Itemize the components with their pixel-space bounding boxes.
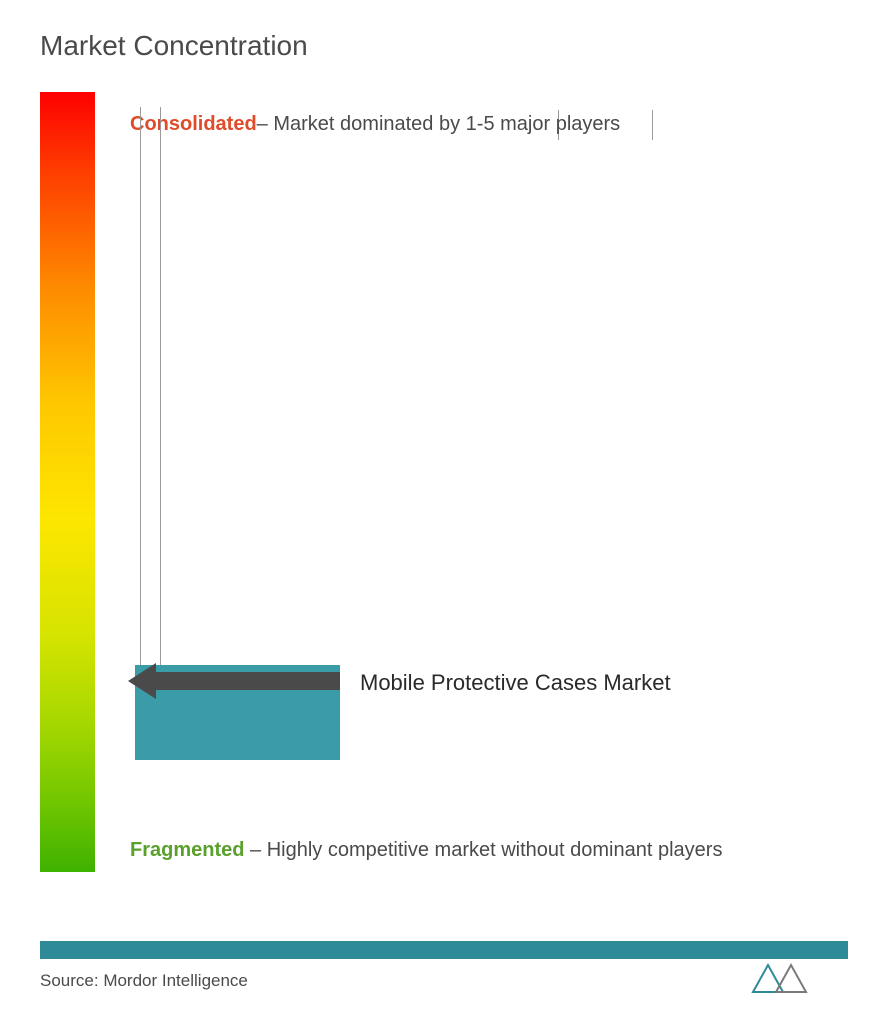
- market-name-label: Mobile Protective Cases Market: [360, 670, 671, 696]
- consolidated-description: – Market dominated by 1-5 major players: [257, 113, 621, 135]
- brand-logo-icon: [748, 957, 828, 997]
- consolidated-block: Consolidated– Market dominated by 1-5 ma…: [130, 102, 848, 146]
- arrow-stem: [152, 672, 340, 690]
- leader-line-2: [160, 107, 161, 677]
- fragmented-description: – Highly competitive market without domi…: [244, 839, 722, 861]
- source-prefix: Source:: [40, 971, 103, 990]
- arrow-left-icon: [128, 663, 156, 699]
- fragmented-block: Fragmented – Highly competitive market w…: [130, 828, 722, 872]
- text-area: Consolidated– Market dominated by 1-5 ma…: [130, 92, 848, 912]
- page-title: Market Concentration: [40, 30, 848, 62]
- concentration-gradient-bar: [40, 92, 95, 872]
- source-name: Mordor Intelligence: [103, 971, 248, 990]
- source-attribution: Source: Mordor Intelligence: [40, 971, 248, 991]
- main-area: Consolidated– Market dominated by 1-5 ma…: [40, 92, 848, 912]
- market-marker: [130, 647, 340, 762]
- consolidated-label: Consolidated: [130, 113, 257, 135]
- fragmented-label: Fragmented: [130, 839, 244, 861]
- leader-line-1: [140, 107, 141, 677]
- infographic-container: Market Concentration Consolidated– Marke…: [0, 0, 888, 1009]
- footer-accent-bar: [40, 941, 848, 959]
